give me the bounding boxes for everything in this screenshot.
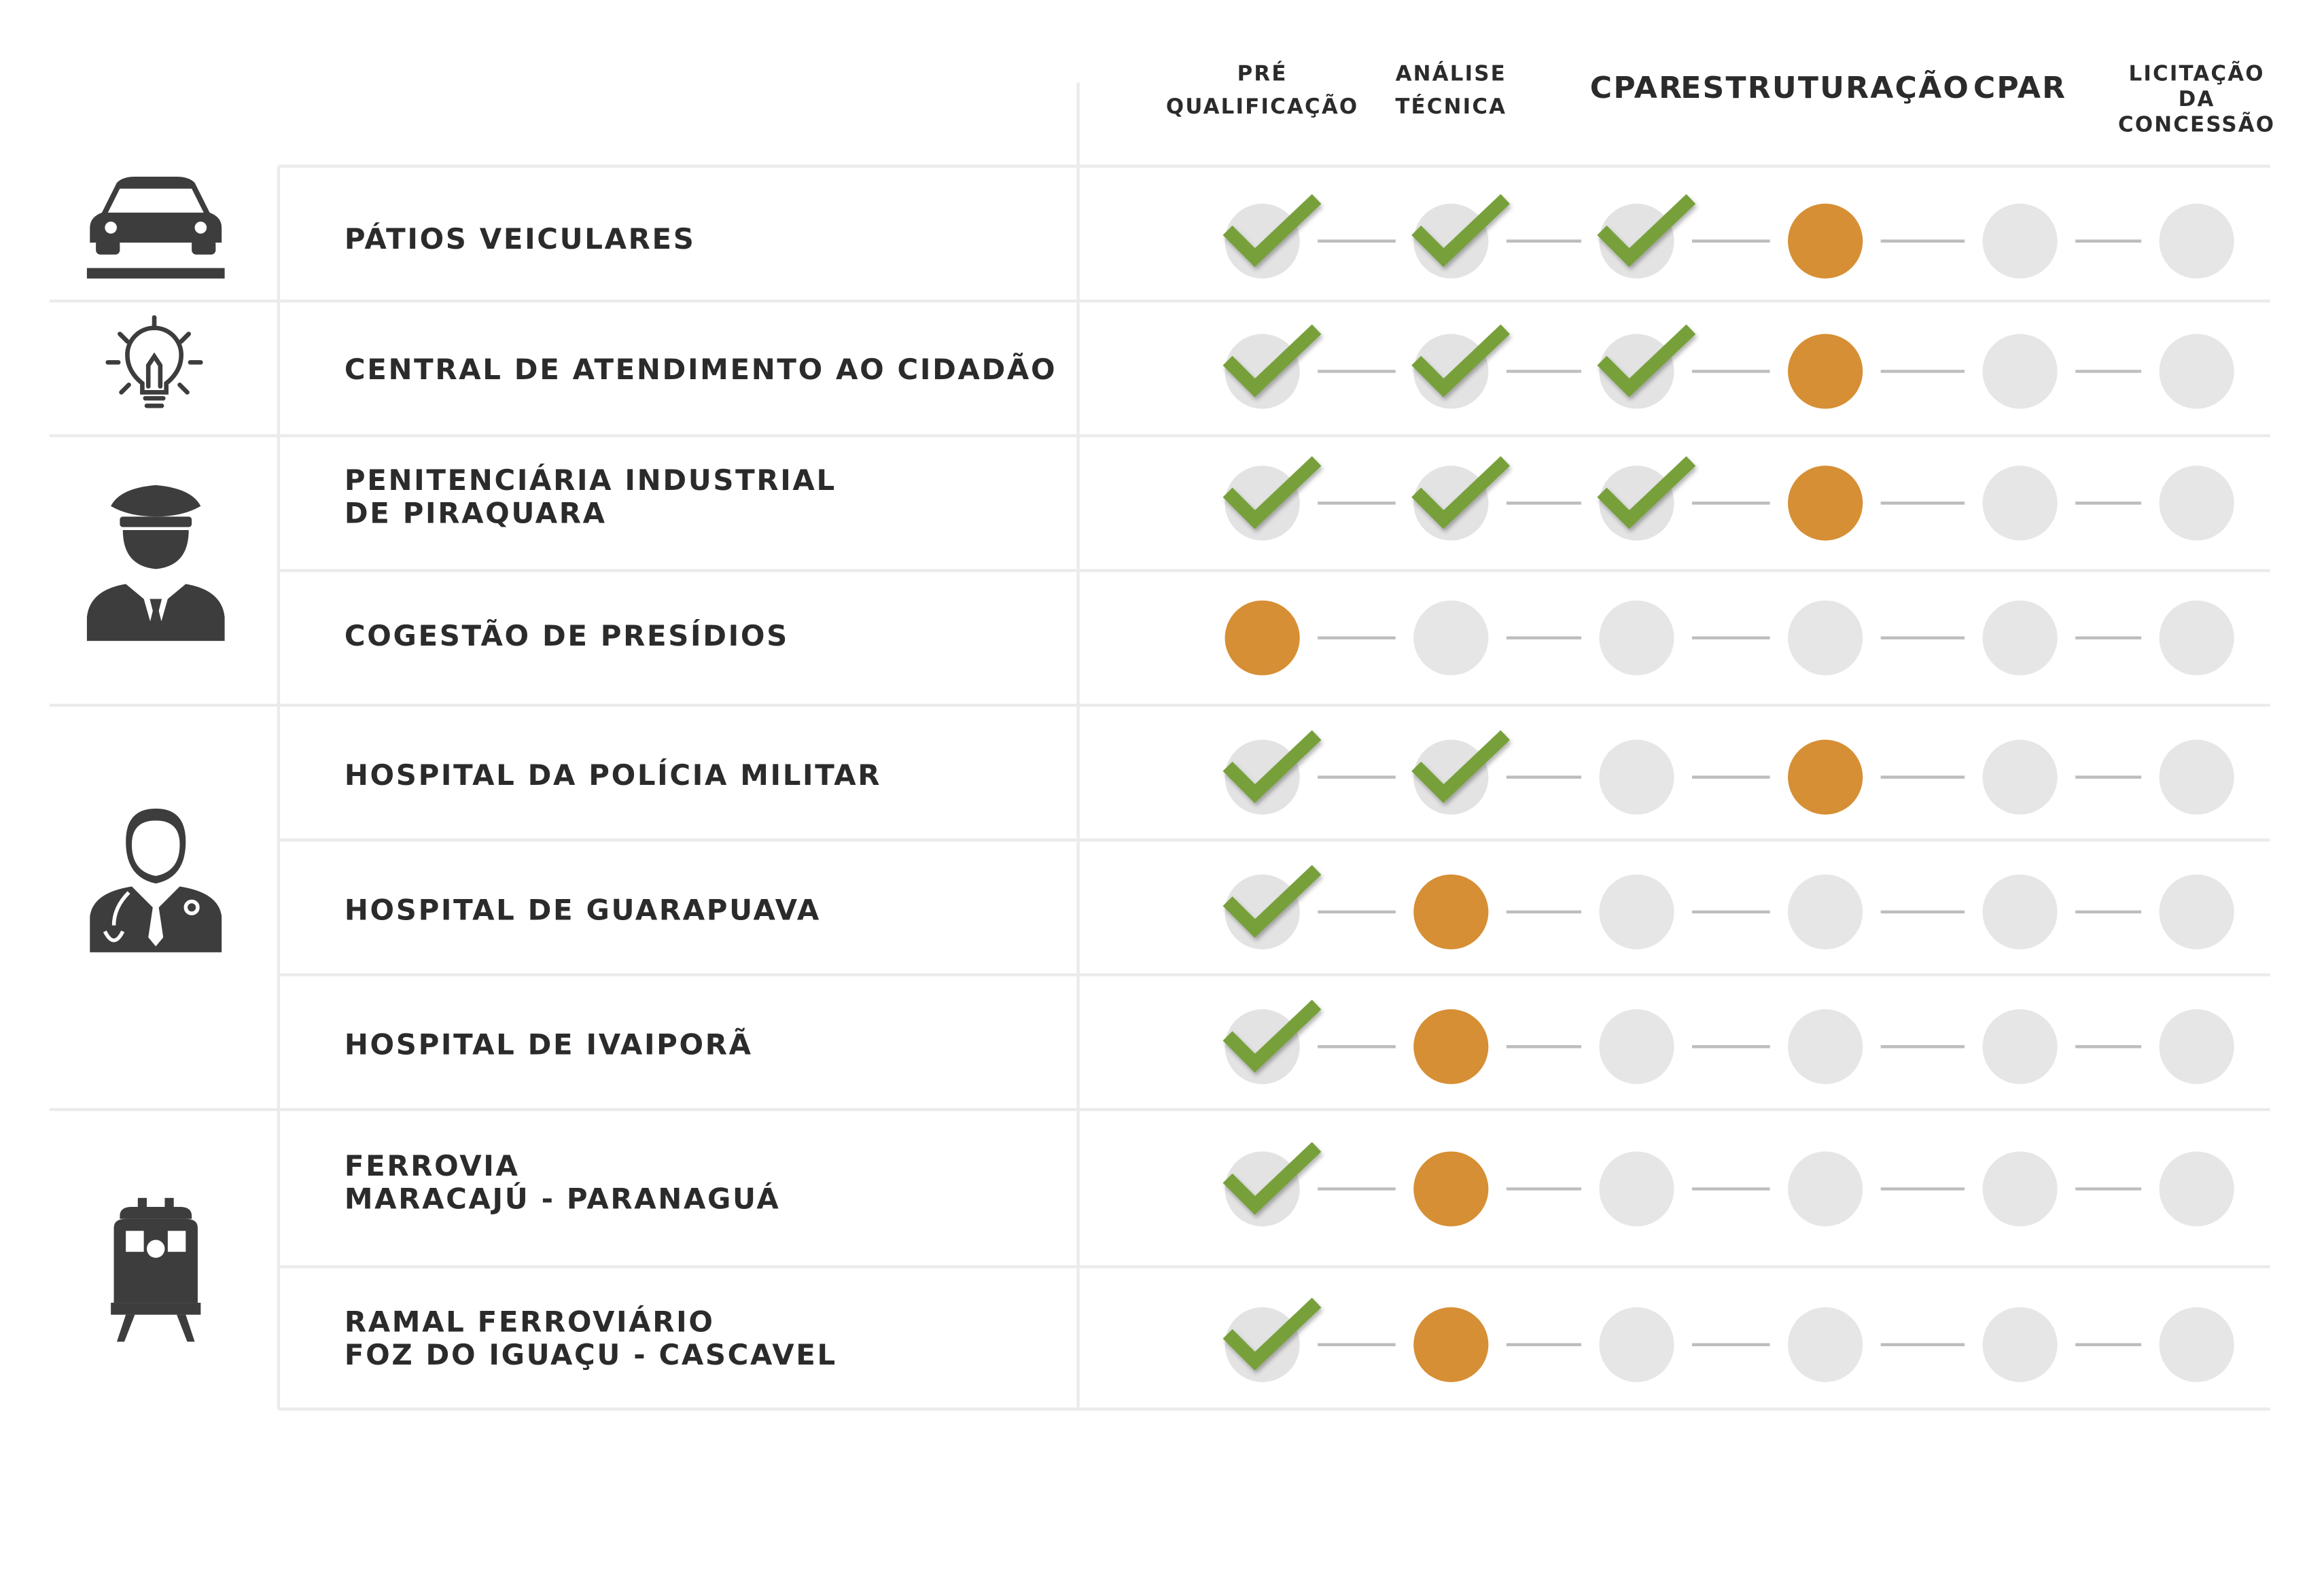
status-circle — [1982, 600, 2058, 675]
column-header: PRÉ — [1237, 62, 1288, 86]
row-label: HOSPITAL DE GUARAPUAVA — [345, 893, 821, 926]
status-circle — [1599, 600, 1674, 675]
status-circle — [1599, 1307, 1674, 1382]
status-circle — [1225, 739, 1300, 815]
check-mark — [1597, 194, 1696, 267]
status-circle — [1225, 1307, 1300, 1382]
status-circle — [1788, 874, 1863, 950]
bulb-icon — [105, 315, 203, 408]
row-label: HOSPITAL DA POLÍCIA MILITAR — [345, 758, 881, 792]
status-circle — [1413, 203, 1489, 279]
status-circle — [1225, 203, 1300, 279]
status-circle — [1982, 739, 2058, 815]
column-header: LICITAÇÃO — [2129, 61, 2265, 86]
row-label: CENTRAL DE ATENDIMENTO AO CIDADÃO — [345, 352, 1057, 386]
status-circle — [1788, 1151, 1863, 1227]
status-circle — [1225, 600, 1300, 675]
check-mark — [1411, 456, 1511, 529]
row-label: MARACAJÚ - PARANAGUÁ — [345, 1182, 781, 1216]
status-circle — [1982, 1307, 2058, 1382]
status-circle — [1225, 1151, 1300, 1227]
column-header: TÉCNICA — [1395, 94, 1507, 119]
status-circle — [1413, 1009, 1489, 1085]
status-circle — [2159, 600, 2234, 675]
status-circle — [2159, 1009, 2234, 1085]
row-label: FOZ DO IGUAÇU - CASCAVEL — [345, 1338, 837, 1371]
check-mark — [1411, 730, 1511, 803]
check-mark — [1222, 1000, 1322, 1073]
status-circle — [1982, 465, 2058, 541]
status-circle — [1788, 203, 1863, 279]
check-mark — [1222, 324, 1322, 398]
status-circle — [1788, 739, 1863, 815]
check-mark — [1222, 1297, 1322, 1371]
status-circle — [1225, 334, 1300, 409]
column-header: QUALIFICAÇÃO — [1166, 94, 1358, 119]
status-circle — [1225, 874, 1300, 950]
status-circle — [1599, 203, 1674, 279]
check-mark — [1411, 194, 1511, 267]
status-circle — [1788, 1307, 1863, 1382]
status-circle — [1599, 874, 1674, 950]
check-mark — [1222, 864, 1322, 938]
check-mark — [1222, 1142, 1322, 1215]
status-circle — [1599, 334, 1674, 409]
status-circle — [1982, 203, 2058, 279]
status-circle — [2159, 465, 2234, 541]
status-circle — [2159, 1307, 2234, 1382]
row-label: DE PIRAQUARA — [345, 497, 607, 530]
status-circle — [1413, 1151, 1489, 1227]
doctor-icon — [90, 808, 222, 953]
row-label: COGESTÃO DE PRESÍDIOS — [345, 618, 789, 652]
check-mark — [1597, 324, 1696, 398]
status-circle — [1788, 465, 1863, 541]
status-circle — [1599, 739, 1674, 815]
status-circle — [2159, 203, 2234, 279]
row-label: RAMAL FERROVIÁRIO — [345, 1304, 715, 1338]
row-label: PÁTIOS VEICULARES — [345, 222, 696, 256]
status-circle — [1982, 874, 2058, 950]
status-circle — [1413, 874, 1489, 950]
officer-icon — [86, 485, 225, 641]
column-header: CONCESSÃO — [2118, 112, 2275, 137]
check-mark — [1597, 456, 1696, 529]
status-circle — [1225, 465, 1300, 541]
status-circle — [1599, 1009, 1674, 1085]
status-circle — [2159, 739, 2234, 815]
status-circle — [2159, 1151, 2234, 1227]
column-header: CPAR — [1590, 71, 1683, 105]
check-mark — [1222, 456, 1322, 529]
status-circle — [1982, 1009, 2058, 1085]
row-label: PENITENCIÁRIA INDUSTRIAL — [345, 463, 837, 497]
status-circle — [1788, 1009, 1863, 1085]
status-circle — [1413, 739, 1489, 815]
column-header: ESTRUTURAÇÃO — [1680, 69, 1970, 105]
car-icon — [86, 177, 225, 279]
row-label: HOSPITAL DE IVAIPORÃ — [345, 1027, 753, 1061]
status-circle — [1413, 334, 1489, 409]
status-circle — [1225, 1009, 1300, 1085]
status-circle — [1599, 465, 1674, 541]
status-circle — [1982, 1151, 2058, 1227]
status-circle — [1982, 334, 2058, 409]
check-mark — [1222, 194, 1322, 267]
status-circle — [1413, 600, 1489, 675]
row-label: FERROVIA — [345, 1149, 520, 1182]
status-circle — [1413, 465, 1489, 541]
column-header: DA — [2179, 87, 2215, 111]
status-circle — [1788, 600, 1863, 675]
status-circle — [2159, 334, 2234, 409]
status-circle — [1599, 1151, 1674, 1227]
status-circle — [1788, 334, 1863, 409]
train-icon — [111, 1197, 201, 1342]
status-circle — [1413, 1307, 1489, 1382]
check-mark — [1222, 730, 1322, 803]
column-header: ANÁLISE — [1396, 62, 1507, 86]
check-mark — [1411, 324, 1511, 398]
column-header: CPAR — [1973, 71, 2066, 105]
status-circle — [2159, 874, 2234, 950]
